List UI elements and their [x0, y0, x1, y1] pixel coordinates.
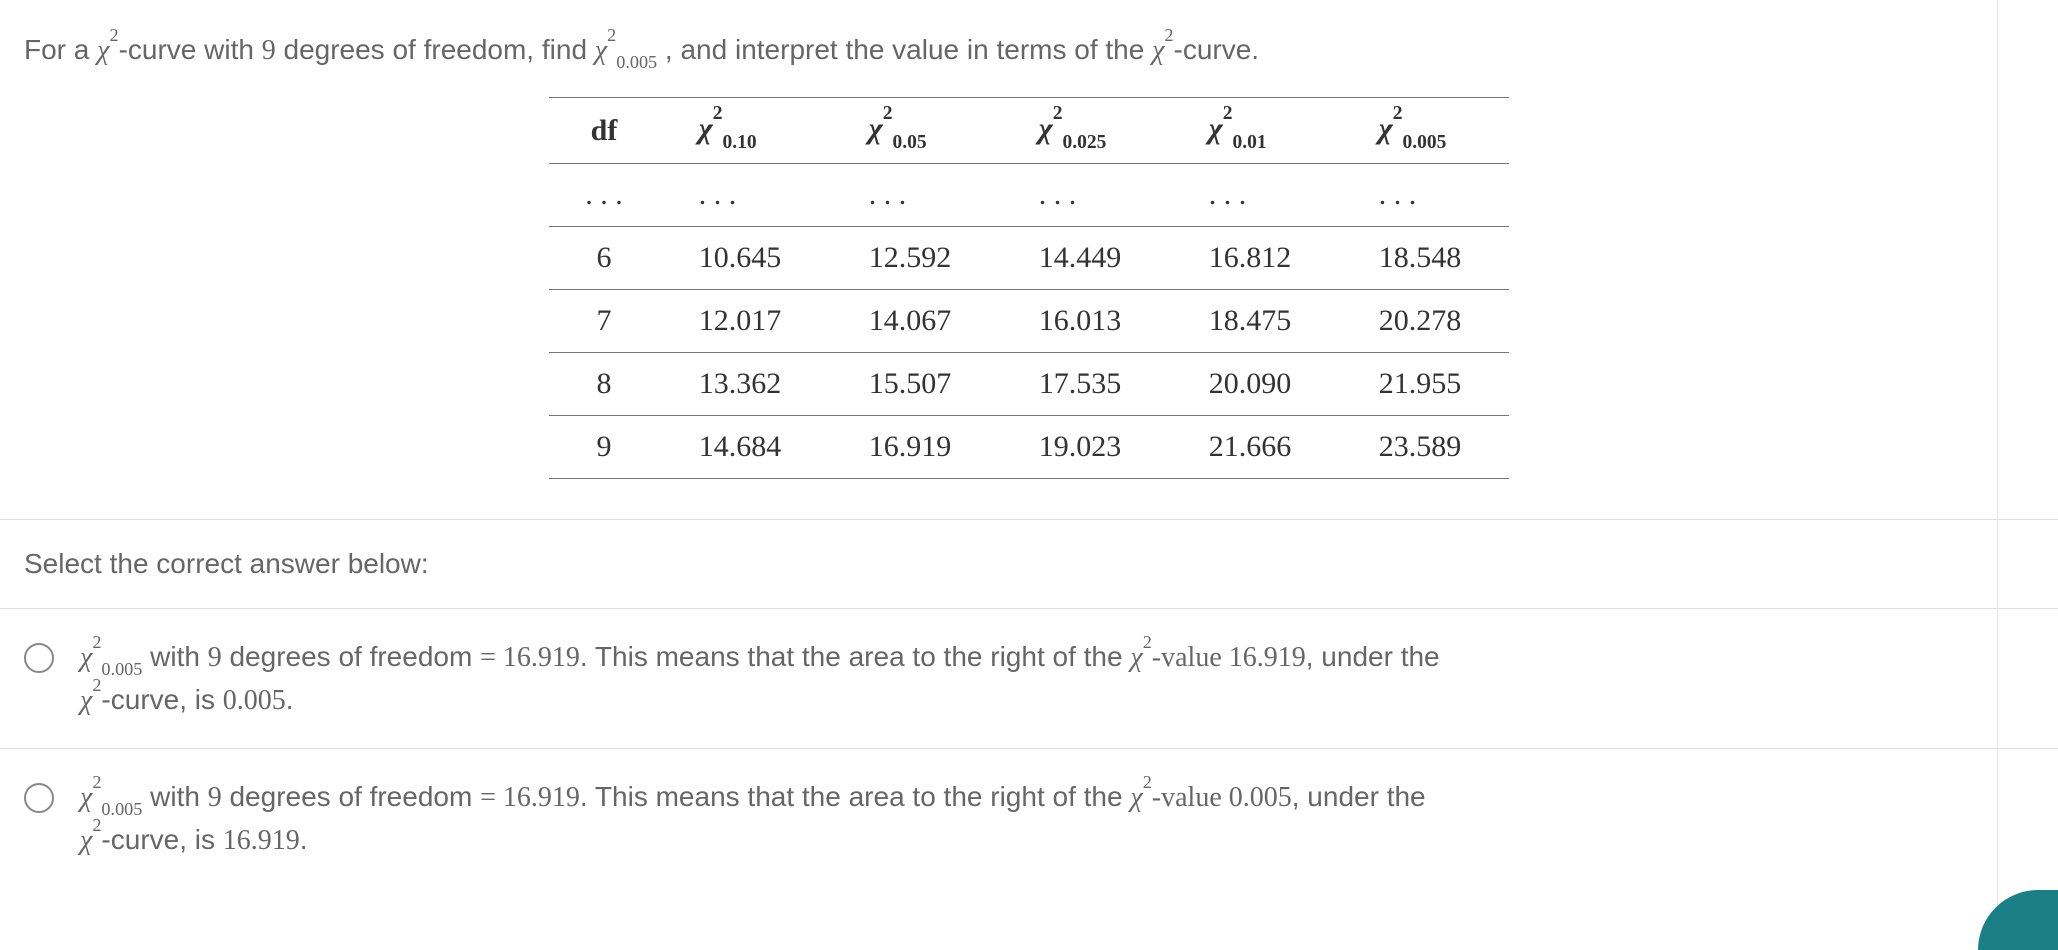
radio-icon[interactable] — [24, 643, 54, 673]
chat-bubble-icon[interactable] — [1978, 890, 2058, 950]
cell-ellipsis: . . . — [1169, 164, 1339, 227]
table-body: . . . . . . . . . . . . . . . . . . 6 10… — [549, 164, 1509, 479]
table-row: 7 12.017 14.067 16.013 18.475 20.278 — [549, 290, 1509, 353]
header-chi-0.025: χ20.025 — [999, 98, 1169, 164]
vertical-rule — [1997, 0, 1998, 940]
cell-value: 23.589 — [1339, 416, 1509, 479]
cell-ellipsis: . . . — [1339, 164, 1509, 227]
header-df: df — [549, 98, 659, 164]
cell-value: 20.278 — [1339, 290, 1509, 353]
cell-value: 19.023 — [999, 416, 1169, 479]
header-chi-0.10: χ20.10 — [659, 98, 829, 164]
cell-value: 17.535 — [999, 353, 1169, 416]
cell-ellipsis: . . . — [659, 164, 829, 227]
answer-text: χ20.005 with 9 degrees of freedom = 16.9… — [80, 777, 2034, 860]
cell-value: 21.955 — [1339, 353, 1509, 416]
cell-value: 15.507 — [829, 353, 999, 416]
cell-ellipsis: . . . — [549, 164, 659, 227]
superscript-2: 2 — [109, 25, 118, 45]
cell-df: 9 — [549, 416, 659, 479]
header-chi-0.01: χ20.01 — [1169, 98, 1339, 164]
cell-ellipsis: . . . — [999, 164, 1169, 227]
cell-df: 7 — [549, 290, 659, 353]
prompt-text: For a — [24, 34, 97, 65]
select-answer-label: Select the correct answer below: — [24, 520, 2034, 607]
cell-value: 12.592 — [829, 227, 999, 290]
table-row: 8 13.362 15.507 17.535 20.090 21.955 — [549, 353, 1509, 416]
prompt-text: -curve with — [119, 34, 262, 65]
cell-value: 18.475 — [1169, 290, 1339, 353]
cell-value: 14.067 — [829, 290, 999, 353]
table-row-ellipsis: . . . . . . . . . . . . . . . . . . — [549, 164, 1509, 227]
cell-value: 21.666 — [1169, 416, 1339, 479]
df-value: 9 — [262, 35, 276, 66]
cell-ellipsis: . . . — [829, 164, 999, 227]
prompt-text: degrees of freedom, find — [276, 34, 595, 65]
answer-option-1[interactable]: χ20.005 with 9 degrees of freedom = 16.9… — [0, 608, 2058, 748]
cell-value: 14.684 — [659, 416, 829, 479]
subscript-alpha: 0.005 — [616, 52, 657, 72]
cell-df: 8 — [549, 353, 659, 416]
cell-value: 10.645 — [659, 227, 829, 290]
cell-value: 16.013 — [999, 290, 1169, 353]
chi-symbol: χ — [1152, 35, 1164, 66]
header-chi-0.005: χ20.005 — [1339, 98, 1509, 164]
prompt-text: , and interpret the value in terms of th… — [665, 34, 1152, 65]
chi-symbol: χ — [595, 35, 607, 66]
cell-value: 16.919 — [829, 416, 999, 479]
answer-option-2[interactable]: χ20.005 with 9 degrees of freedom = 16.9… — [0, 748, 2058, 888]
chi-symbol: χ — [97, 35, 109, 66]
cell-value: 18.548 — [1339, 227, 1509, 290]
superscript-2: 2 — [1164, 25, 1173, 45]
cell-df: 6 — [549, 227, 659, 290]
question-page: For a χ2-curve with 9 degrees of freedom… — [0, 0, 2058, 940]
question-prompt: For a χ2-curve with 9 degrees of freedom… — [24, 30, 2034, 73]
header-chi-0.05: χ20.05 — [829, 98, 999, 164]
table-row: 6 10.645 12.592 14.449 16.812 18.548 — [549, 227, 1509, 290]
cell-value: 14.449 — [999, 227, 1169, 290]
cell-value: 16.812 — [1169, 227, 1339, 290]
table-row: 9 14.684 16.919 19.023 21.666 23.589 — [549, 416, 1509, 479]
cell-value: 13.362 — [659, 353, 829, 416]
chi-square-table: df χ20.10 χ20.05 χ20.025 χ20.01 χ20.005 … — [549, 97, 1509, 479]
cell-value: 12.017 — [659, 290, 829, 353]
cell-value: 20.090 — [1169, 353, 1339, 416]
answer-text: χ20.005 with 9 degrees of freedom = 16.9… — [80, 637, 2034, 720]
superscript-2: 2 — [607, 25, 616, 45]
radio-icon[interactable] — [24, 783, 54, 813]
table-header-row: df χ20.10 χ20.05 χ20.025 χ20.01 χ20.005 — [549, 98, 1509, 164]
prompt-text: -curve. — [1174, 34, 1260, 65]
